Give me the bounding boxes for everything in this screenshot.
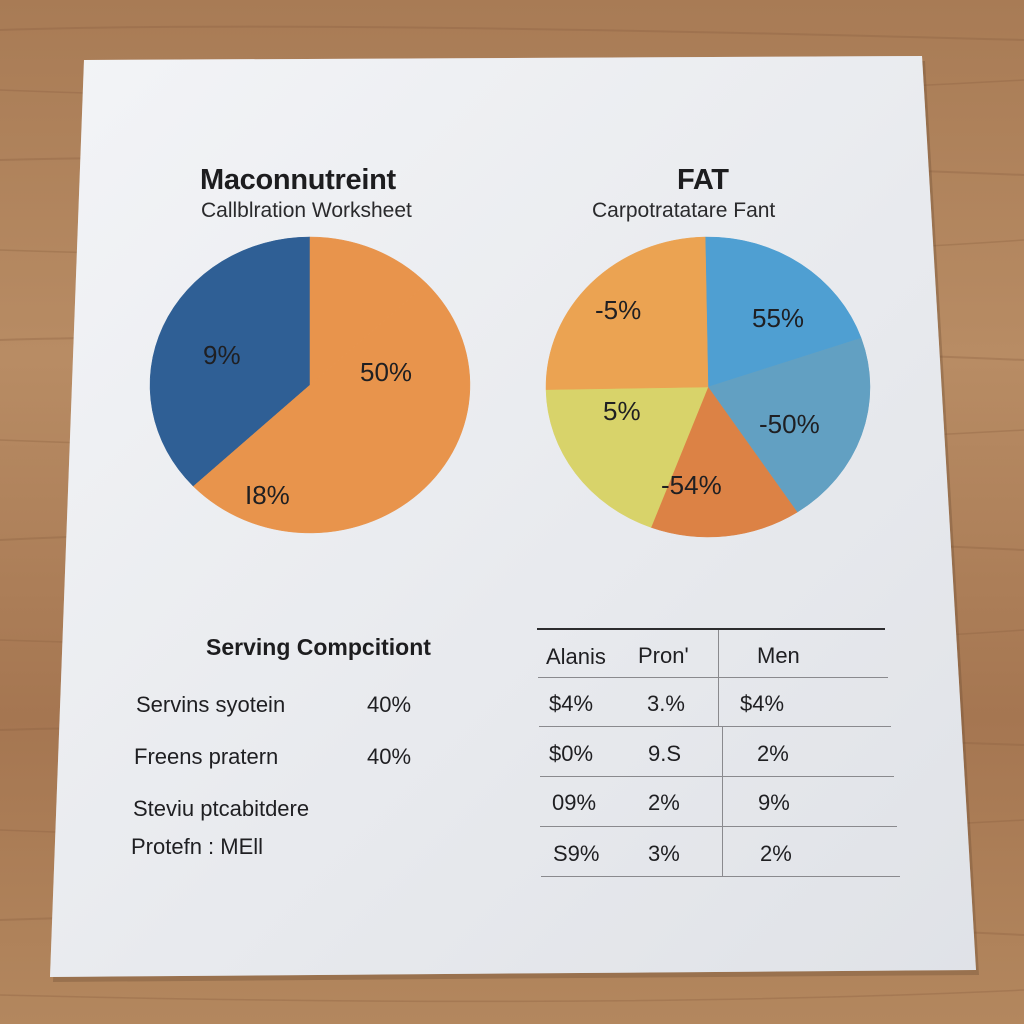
table-row-rule bbox=[539, 726, 891, 727]
table-column-rule bbox=[718, 630, 719, 727]
table-cell: 9% bbox=[758, 790, 790, 815]
left-pie-label-bottom: I8% bbox=[245, 480, 290, 510]
right-pie-label-orange: -5% bbox=[595, 295, 642, 325]
table-cell: S9% bbox=[553, 841, 600, 866]
pie-slice bbox=[192, 283, 471, 534]
table-cell: 2% bbox=[757, 741, 789, 766]
table-cell: 2% bbox=[648, 790, 680, 815]
table-cell: 3.% bbox=[647, 691, 685, 716]
right-chart-subtitle: Carpotratatare Fant bbox=[592, 199, 776, 222]
table-row-rule bbox=[540, 826, 897, 827]
macronutrient-pie-chart bbox=[149, 236, 471, 534]
pie-slice bbox=[704, 236, 862, 388]
left-pie-label-blue: 9% bbox=[203, 340, 241, 370]
pie-slice bbox=[545, 386, 709, 528]
table-header-cell: Pron' bbox=[638, 643, 689, 668]
pie-slice bbox=[309, 236, 428, 386]
table-row-rule bbox=[541, 876, 900, 877]
serving-row-value: 40% bbox=[367, 692, 412, 717]
table-header-cell: Men bbox=[757, 643, 800, 668]
right-pie-label-burnt-orange: -54% bbox=[661, 470, 722, 500]
right-chart-title: FAT bbox=[677, 164, 729, 196]
pie-slice bbox=[707, 337, 871, 513]
right-pie-label-steel-blue: -50% bbox=[759, 409, 820, 439]
serving-row-label: Steviu ptcabitdere bbox=[133, 796, 310, 821]
right-pie-label-yellow: 5% bbox=[603, 396, 641, 426]
left-chart-title: Maconnutreint bbox=[200, 164, 396, 196]
table-cell: $4% bbox=[549, 691, 594, 716]
table-header-cell: Alanis bbox=[546, 644, 606, 669]
table-cell: $0% bbox=[549, 741, 594, 766]
serving-row-value: 40% bbox=[367, 744, 412, 769]
table-column-rule bbox=[722, 727, 723, 877]
pie-slice bbox=[545, 236, 709, 390]
table-cell: 3% bbox=[648, 841, 680, 866]
serving-row-label: Protefn : MEll bbox=[131, 834, 264, 859]
table-cell: $4% bbox=[740, 691, 785, 716]
fat-pie-chart bbox=[545, 236, 871, 538]
table-row-rule bbox=[540, 776, 894, 777]
pie-slice bbox=[650, 386, 798, 538]
left-chart-subtitle: Callblration Worksheet bbox=[201, 199, 412, 222]
table-cell: 2% bbox=[760, 841, 792, 866]
table-top-rule bbox=[537, 628, 885, 630]
pie-slice bbox=[149, 236, 311, 487]
serving-composition-title: Serving Compcitiont bbox=[206, 634, 431, 660]
left-pie-label-orange: 50% bbox=[360, 357, 413, 387]
table-row-rule bbox=[538, 677, 888, 678]
serving-row-label: Servins syotein bbox=[136, 692, 286, 717]
right-pie-label-light-blue: 55% bbox=[752, 303, 805, 333]
table-cell: 9.S bbox=[648, 741, 682, 766]
table-cell: 09% bbox=[552, 790, 597, 815]
serving-row-label: Freens pratern bbox=[134, 744, 279, 769]
